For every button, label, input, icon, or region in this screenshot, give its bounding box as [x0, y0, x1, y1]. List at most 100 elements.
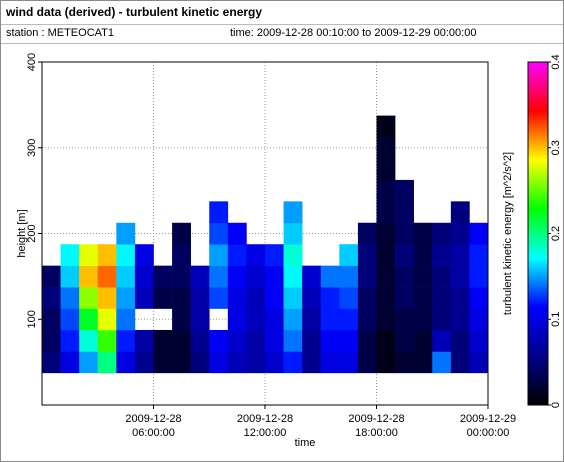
colorbar-tick-label: 0.3: [550, 140, 562, 155]
heat-cell: [97, 351, 117, 374]
heat-cell: [227, 308, 247, 331]
heat-cell: [227, 222, 247, 245]
heat-cell: [395, 329, 414, 352]
heat-cell: [339, 265, 359, 288]
heat-cell: [153, 351, 173, 374]
heat-cell: [376, 244, 396, 266]
heat-cell: [339, 329, 359, 352]
heat-cell: [395, 351, 414, 374]
heat-cell: [432, 287, 452, 309]
heat-cell: [209, 244, 229, 266]
heat-cell: [79, 265, 99, 288]
heat-cell: [209, 329, 229, 352]
heat-cell: [376, 287, 396, 309]
heat-cell: [432, 308, 452, 331]
heat-cell: [265, 287, 284, 309]
heat-cell: [395, 222, 414, 245]
heat-cell: [79, 329, 99, 352]
heat-cell: [413, 222, 433, 245]
heat-cell: [42, 351, 61, 374]
heat-cell: [320, 351, 340, 374]
heat-cell: [153, 265, 173, 288]
heat-cell: [153, 287, 173, 309]
heat-cell: [190, 287, 210, 309]
heat-cell: [339, 308, 359, 331]
heat-cell: [432, 222, 452, 245]
heat-cell: [469, 351, 489, 374]
heat-cell: [450, 244, 470, 266]
heat-cell: [246, 244, 266, 266]
heat-cell: [302, 351, 322, 374]
heat-cell: [395, 308, 414, 331]
heat-cell: [357, 222, 377, 245]
heat-cell: [376, 265, 396, 288]
colorbar-tick-label: 0.2: [550, 226, 562, 241]
heat-cell: [376, 179, 396, 202]
heat-cell: [450, 329, 470, 352]
y-tick-label: 100: [26, 310, 38, 328]
heat-cell: [283, 287, 303, 309]
heat-cell: [320, 287, 340, 309]
heat-cell: [413, 287, 433, 309]
heat-cell: [246, 265, 266, 288]
heat-cell: [172, 329, 191, 352]
heat-cell: [79, 244, 99, 266]
heat-cell: [413, 351, 433, 374]
x-tick-label: 2009-12-28 18:00:00: [348, 413, 404, 439]
heat-cell: [265, 351, 284, 374]
heat-cell: [97, 308, 117, 331]
heat-cell: [302, 329, 322, 352]
heat-cell: [320, 265, 340, 288]
heat-cell: [190, 308, 210, 331]
heat-cell: [432, 244, 452, 266]
heat-cell: [469, 308, 489, 331]
heat-cell: [357, 308, 377, 331]
heat-cell: [432, 265, 452, 288]
heat-cell: [357, 287, 377, 309]
heat-cell: [265, 265, 284, 288]
heat-cell: [339, 244, 359, 266]
station: station : METEOCAT1: [6, 27, 114, 39]
heat-cell: [209, 265, 229, 288]
heat-cell: [60, 287, 80, 309]
heat-cell: [413, 329, 433, 352]
heat-cell: [283, 222, 303, 245]
heat-cell: [357, 265, 377, 288]
heat-cell: [116, 351, 136, 374]
heat-cell: [172, 244, 191, 266]
heat-cell: [339, 351, 359, 374]
heat-cell: [227, 287, 247, 309]
heat-cell: [172, 351, 191, 374]
heat-cell: [134, 287, 154, 309]
heat-cell: [209, 222, 229, 245]
heat-cell: [60, 329, 80, 352]
colorbar: [527, 61, 549, 406]
heat-cell: [376, 308, 396, 331]
heat-cell: [246, 329, 266, 352]
heat-cell: [60, 351, 80, 374]
heat-cell: [450, 351, 470, 374]
heat-cell: [190, 351, 210, 374]
heat-cell: [116, 329, 136, 352]
colorbar-tick-label: 0.1: [550, 312, 562, 327]
heat-cell: [265, 244, 284, 266]
heat-cell: [97, 265, 117, 288]
heat-cell: [172, 308, 191, 331]
heat-cell: [60, 308, 80, 331]
heat-cell: [190, 265, 210, 288]
x-tick-label: 2009-12-28 06:00:00: [125, 413, 181, 439]
heat-cell: [413, 244, 433, 266]
heat-cell: [134, 351, 154, 374]
heat-cell: [227, 329, 247, 352]
heat-cell: [395, 179, 414, 202]
heat-cell: [134, 329, 154, 352]
heat-cell: [79, 308, 99, 331]
heat-cell: [302, 287, 322, 309]
heat-cell: [60, 244, 80, 266]
heat-cell: [376, 158, 396, 181]
heat-cell: [42, 287, 61, 309]
heat-cell: [265, 329, 284, 352]
heat-cell: [209, 351, 229, 374]
x-tick-label: 2009-12-29 00:00:00: [460, 413, 516, 439]
